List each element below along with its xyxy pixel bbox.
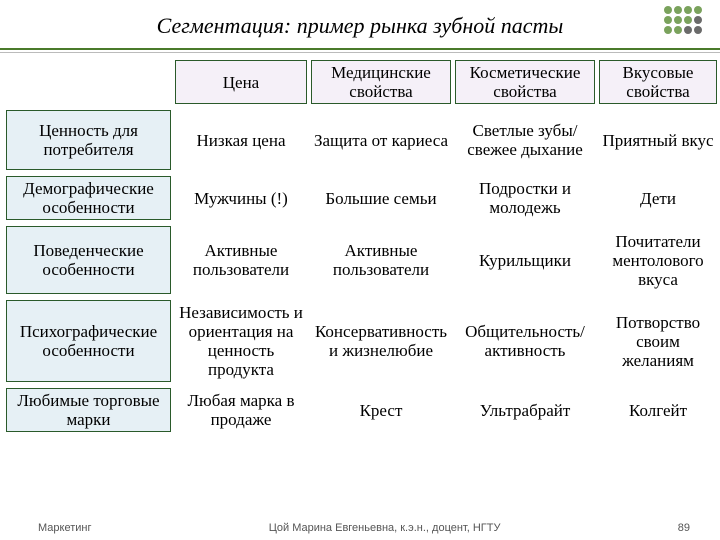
table-cell: Общительность/ активность xyxy=(455,300,595,382)
col-header-taste: Вкусовые свойства xyxy=(599,60,717,104)
table-cell: Дети xyxy=(599,176,717,220)
table-cell: Большие семьи xyxy=(311,176,451,220)
table-cell: Консервативность и жизнелюбие xyxy=(311,300,451,382)
footer-left: Маркетинг xyxy=(38,522,91,534)
table-cell: Низкая цена xyxy=(175,110,307,170)
rule-green xyxy=(0,48,720,50)
table-cell: Почитатели ментолового вкуса xyxy=(599,226,717,294)
table-cell: Потворство своим желаниям xyxy=(599,300,717,382)
table-cell: Любая марка в продаже xyxy=(175,388,307,432)
footer-center: Цой Марина Евгеньевна, к.э.н., доцент, Н… xyxy=(269,522,501,534)
footer-right: 89 xyxy=(678,522,690,534)
corner-blank xyxy=(6,60,171,104)
col-header-cosmetic: Косметические свойства xyxy=(455,60,595,104)
segmentation-table: Цена Медицинские свойства Косметические … xyxy=(6,60,717,432)
col-header-medical: Медицинские свойства xyxy=(311,60,451,104)
table-cell: Курильщики xyxy=(455,226,595,294)
slide-title: Сегментация: пример рынка зубной пасты xyxy=(0,13,720,39)
table-cell: Светлые зубы/свежее дыхание xyxy=(455,110,595,170)
row-header: Демографические особенности xyxy=(6,176,171,220)
table-cell: Крест xyxy=(311,388,451,432)
row-header: Ценность для потребителя xyxy=(6,110,171,170)
table-cell: Ультрабрайт xyxy=(455,388,595,432)
row-header: Поведенческие особенности xyxy=(6,226,171,294)
footer: Маркетинг Цой Марина Евгеньевна, к.э.н.,… xyxy=(0,522,720,534)
table-cell: Независимость и ориентация на ценность п… xyxy=(175,300,307,382)
table-cell: Мужчины (!) xyxy=(175,176,307,220)
table-cell: Активные пользователи xyxy=(175,226,307,294)
rule-gray xyxy=(0,52,720,53)
table-cell: Подростки и молодежь xyxy=(455,176,595,220)
row-header: Психографические особенности xyxy=(6,300,171,382)
row-header: Любимые торговые марки xyxy=(6,388,171,432)
table-cell: Активные пользователи xyxy=(311,226,451,294)
table-cell: Колгейт xyxy=(599,388,717,432)
col-header-price: Цена xyxy=(175,60,307,104)
table-cell: Приятный вкус xyxy=(599,110,717,170)
table-cell: Защита от кариеса xyxy=(311,110,451,170)
